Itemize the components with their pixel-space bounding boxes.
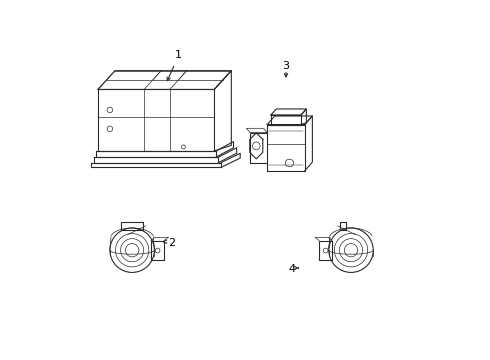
Text: 4: 4 (288, 264, 295, 274)
Text: 2: 2 (168, 238, 175, 248)
Text: 1: 1 (175, 50, 182, 60)
Text: 3: 3 (283, 60, 290, 71)
